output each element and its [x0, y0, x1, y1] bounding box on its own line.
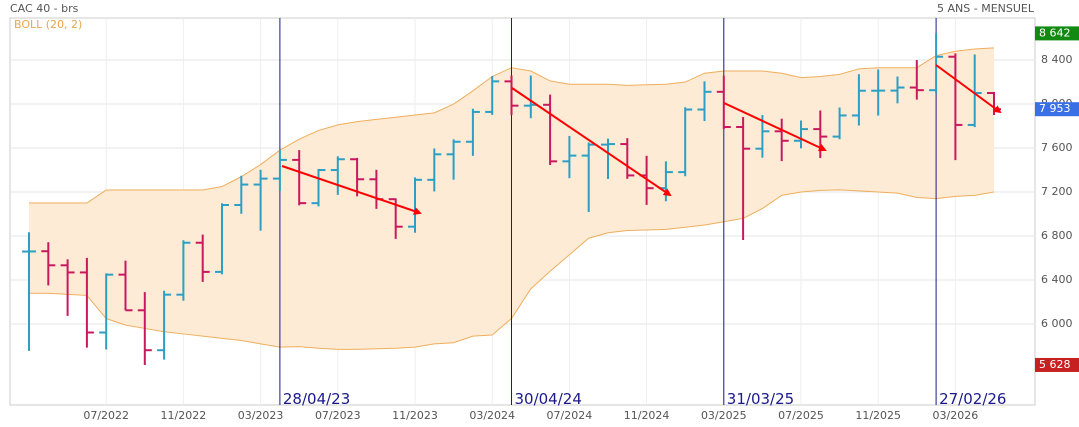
x-tick-label: 03/2025 [701, 409, 747, 422]
chart-subtitle: 5 ANS - MENSUEL [937, 2, 1035, 15]
event-label: 31/03/25 [727, 390, 794, 408]
x-tick-label: 07/2025 [778, 409, 824, 422]
y-tick-label: 6 000 [1041, 317, 1073, 330]
x-tick-label: 07/2022 [83, 409, 129, 422]
price-tag [1035, 26, 1079, 41]
trend-arrow [935, 64, 1002, 114]
event-label: 27/02/26 [939, 390, 1006, 408]
trend-arrow [281, 165, 422, 215]
x-tick-label: 11/2023 [392, 409, 438, 422]
x-tick-label: 03/2026 [933, 409, 979, 422]
x-tick-label: 03/2024 [469, 409, 515, 422]
price-tag-label: 7 953 [1039, 102, 1071, 115]
background [9, 17, 1036, 406]
trend-arrow [511, 87, 672, 197]
price-tag [1035, 102, 1079, 117]
indicator-label: BOLL (20, 2) [14, 18, 82, 31]
marks [22, 33, 1001, 365]
x-tick-label: 03/2023 [238, 409, 284, 422]
x-tick-label: 07/2023 [315, 409, 361, 422]
x-tick-label: 11/2024 [624, 409, 670, 422]
y-tick-label: 6 400 [1041, 273, 1073, 286]
price-tag [1035, 357, 1079, 372]
y-tick-label: 8 400 [1041, 53, 1073, 66]
event-label: 30/04/24 [515, 390, 582, 408]
x-tick-label: 07/2024 [547, 409, 593, 422]
price-tag-label: 8 642 [1039, 26, 1071, 39]
y-tick-label: 7 600 [1041, 141, 1073, 154]
y-tick-label: 7 200 [1041, 185, 1073, 198]
x-tick-label: 11/2022 [161, 409, 207, 422]
trend-arrows [281, 64, 1002, 215]
y-tick-label: 6 800 [1041, 229, 1073, 242]
trend-arrow [723, 102, 827, 152]
chart-title: CAC 40 - brs [10, 2, 79, 15]
price-tag-label: 5 628 [1039, 358, 1071, 371]
x-tick-label: 11/2025 [855, 409, 901, 422]
event-label: 28/04/23 [283, 390, 350, 408]
